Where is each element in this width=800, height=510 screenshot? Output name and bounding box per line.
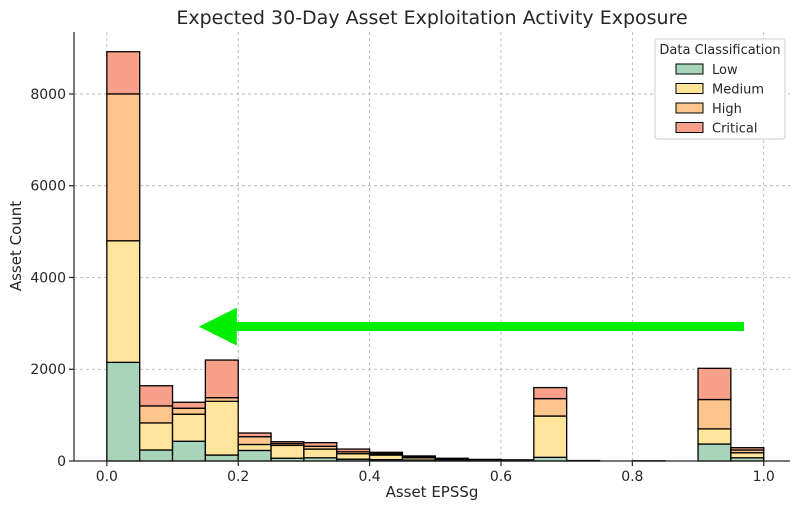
y-tick-label: 2000 — [30, 362, 66, 378]
bar-medium-bin-18 — [697, 428, 732, 445]
bar-critical-bin-9 — [401, 455, 436, 458]
bar-medium-bin-13 — [533, 415, 568, 458]
bar-high-bin-4 — [237, 436, 272, 446]
legend-swatch-low — [675, 63, 704, 75]
bar-low-bin-3 — [204, 454, 239, 462]
bar-high-bin-13 — [533, 397, 568, 417]
bar-medium-bin-4 — [237, 443, 272, 452]
bar-critical-bin-4 — [237, 432, 272, 438]
x-tick-label: 0.0 — [96, 469, 118, 485]
bar-critical-bin-7 — [336, 448, 371, 453]
bar-critical-bin-5 — [270, 441, 305, 445]
bar-high-bin-1 — [139, 405, 174, 424]
bar-medium-bin-3 — [204, 400, 239, 456]
y-axis-label: Asset Count — [7, 201, 25, 291]
chart-title: Expected 30-Day Asset Exploitation Activ… — [176, 7, 687, 29]
bar-high-bin-18 — [697, 398, 732, 430]
y-tick-label: 0 — [57, 454, 66, 470]
bar-medium-bin-0 — [106, 240, 141, 364]
arrow-head — [198, 307, 237, 346]
legend: Data Classification Low Medium High Critica… — [654, 38, 786, 140]
legend-label-medium: Medium — [712, 83, 764, 98]
bar-critical-bin-18 — [697, 367, 732, 401]
bar-low-bin-2 — [171, 440, 207, 462]
y-tick-label: 4000 — [30, 270, 66, 286]
legend-swatch-high — [675, 102, 704, 114]
legend-label-low: Low — [712, 63, 738, 78]
annotation-arrow — [198, 307, 745, 346]
bar-critical-bin-3 — [204, 359, 239, 399]
legend-swatch-critical — [675, 122, 704, 133]
bar-low-bin-4 — [237, 449, 272, 462]
arrow-shaft — [234, 322, 745, 332]
bar-critical-bin-0 — [106, 51, 141, 95]
y-tick-label: 6000 — [30, 179, 66, 195]
bar-critical-bin-8 — [368, 451, 404, 455]
bar-medium-bin-5 — [270, 444, 305, 459]
bar-low-bin-18 — [697, 443, 732, 462]
legend-swatch-medium — [675, 83, 704, 94]
legend-label-high: High — [712, 102, 742, 117]
bar-medium-bin-2 — [171, 413, 207, 442]
x-tick-label: 0.6 — [490, 469, 512, 485]
bar-medium-bin-1 — [139, 422, 174, 451]
bar-critical-bin-13 — [533, 386, 568, 400]
bar-critical-bin-19 — [730, 447, 765, 451]
bar-critical-bin-6 — [303, 441, 338, 447]
x-tick-label: 0.2 — [227, 469, 249, 485]
bar-medium-bin-6 — [303, 448, 338, 459]
bar-high-bin-2 — [171, 407, 207, 415]
x-tick-label: 0.4 — [358, 469, 380, 485]
legend-title: Data Classification — [659, 43, 780, 58]
bar-critical-bin-2 — [171, 401, 207, 409]
x-axis-label: Asset EPSSg — [386, 483, 479, 501]
bar-medium-bin-8 — [368, 454, 404, 461]
axes: 0.0 0.2 0.4 0.6 0.8 1.0 0 2000 4000 6000 8000 — [30, 32, 790, 485]
bar-low-bin-1 — [139, 449, 174, 462]
x-tick-label: 1.0 — [753, 469, 775, 485]
bar-medium-bin-7 — [336, 453, 371, 460]
bar-medium-bin-19 — [730, 452, 765, 459]
bar-critical-bin-1 — [139, 385, 174, 407]
legend-label-critical: Critical — [712, 122, 757, 137]
bar-low-bin-0 — [106, 361, 141, 462]
x-tick-label: 0.8 — [621, 469, 643, 485]
bars — [106, 51, 765, 462]
y-tick-label: 8000 — [30, 87, 66, 103]
bar-high-bin-0 — [106, 93, 141, 242]
